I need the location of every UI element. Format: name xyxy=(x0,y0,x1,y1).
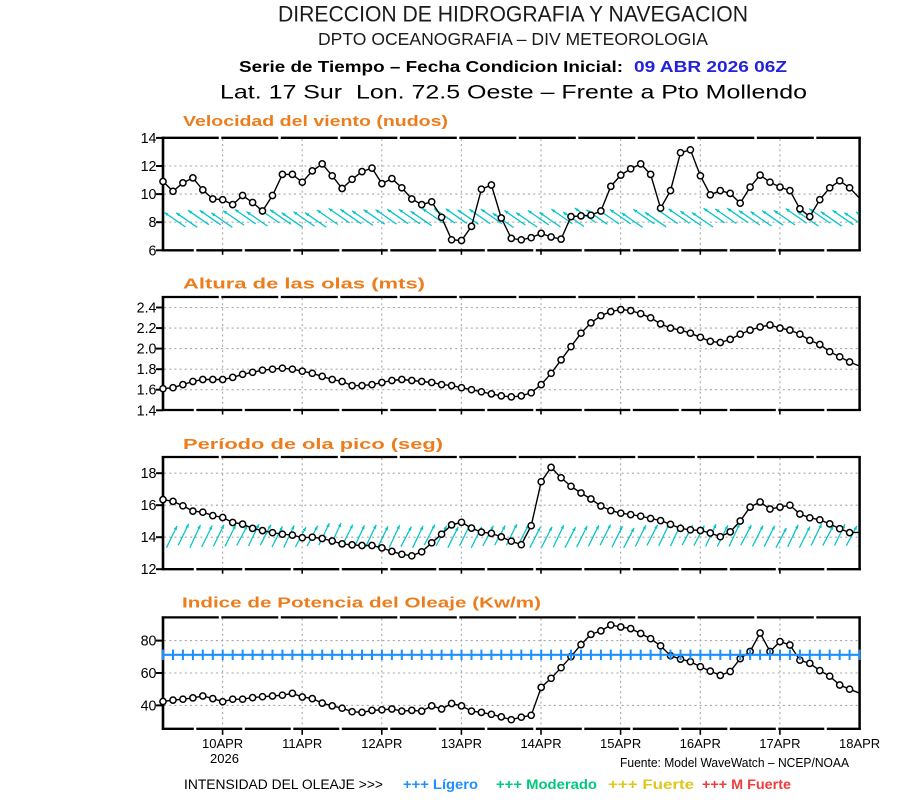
svg-text:12: 12 xyxy=(141,159,157,175)
svg-text:Indice de Potencia del Oleaje: Indice de Potencia del Oleaje (Kw/m) xyxy=(182,596,541,612)
svg-text:60: 60 xyxy=(141,666,157,682)
svg-text:2026: 2026 xyxy=(210,751,239,766)
svg-text:2.0: 2.0 xyxy=(137,342,157,358)
svg-text:+++ M Fuerte: +++ M Fuerte xyxy=(702,777,792,792)
svg-text:14APR: 14APR xyxy=(520,736,561,751)
svg-text:12APR: 12APR xyxy=(361,736,402,751)
svg-text:Período de ola pico (seg): Período de ola pico (seg) xyxy=(183,437,443,453)
svg-text:1.8: 1.8 xyxy=(137,362,157,378)
svg-text:Lat. 17 Sur Lon. 72.5 Oeste –: Lat. 17 Sur Lon. 72.5 Oeste – Frente a P… xyxy=(220,82,807,104)
svg-text:80: 80 xyxy=(141,634,157,650)
svg-text:11APR: 11APR xyxy=(282,736,322,751)
svg-text:15APR: 15APR xyxy=(600,736,641,751)
svg-text:8: 8 xyxy=(149,215,157,231)
svg-text:16APR: 16APR xyxy=(680,736,721,751)
svg-text:40: 40 xyxy=(141,698,157,714)
svg-text:16: 16 xyxy=(141,498,157,514)
svg-text:+++ Lígero: +++ Lígero xyxy=(403,777,478,792)
svg-text:10APR: 10APR xyxy=(202,736,243,751)
svg-text:Serie de Tiempo – Fecha Condic: Serie de Tiempo – Fecha Condicion Inicia… xyxy=(239,59,623,76)
svg-text:09 ABR 2026 06Z: 09 ABR 2026 06Z xyxy=(634,59,787,76)
svg-text:18: 18 xyxy=(141,466,157,482)
svg-text:17APR: 17APR xyxy=(759,736,800,751)
svg-text:INTENSIDAD DEL OLEAJE >>>: INTENSIDAD DEL OLEAJE >>> xyxy=(184,777,383,792)
svg-text:12: 12 xyxy=(141,562,157,578)
svg-text:6: 6 xyxy=(149,243,157,259)
svg-text:Velocidad del viento (nudos): Velocidad del viento (nudos) xyxy=(183,114,448,130)
svg-text:2.2: 2.2 xyxy=(137,321,157,337)
svg-text:10: 10 xyxy=(141,187,157,203)
svg-text:14: 14 xyxy=(141,530,157,546)
svg-text:14: 14 xyxy=(141,131,157,147)
svg-text:+++ Moderado: +++ Moderado xyxy=(496,777,597,792)
svg-text:DIRECCION DE HIDROGRAFIA Y: DIRECCION DE HIDROGRAFIA Y NAVEGACION xyxy=(278,2,748,27)
svg-text:DPTO OCEANOGRAFIA – DIV ME: DPTO OCEANOGRAFIA – DIV METEOROLOGIA xyxy=(318,29,708,49)
svg-text:13APR: 13APR xyxy=(441,736,482,751)
svg-text:Altura de las olas (mts): Altura de las olas (mts) xyxy=(183,277,425,293)
svg-text:2.4: 2.4 xyxy=(137,301,157,317)
svg-text:Fuente: Model WaveWatch – NCEP: Fuente: Model WaveWatch – NCEP/NOAA xyxy=(620,755,849,770)
svg-text:+++ Fuerte: +++ Fuerte xyxy=(608,777,695,792)
svg-text:18APR: 18APR xyxy=(839,736,880,751)
svg-text:1.6: 1.6 xyxy=(137,383,157,399)
svg-text:1.4: 1.4 xyxy=(137,403,157,419)
